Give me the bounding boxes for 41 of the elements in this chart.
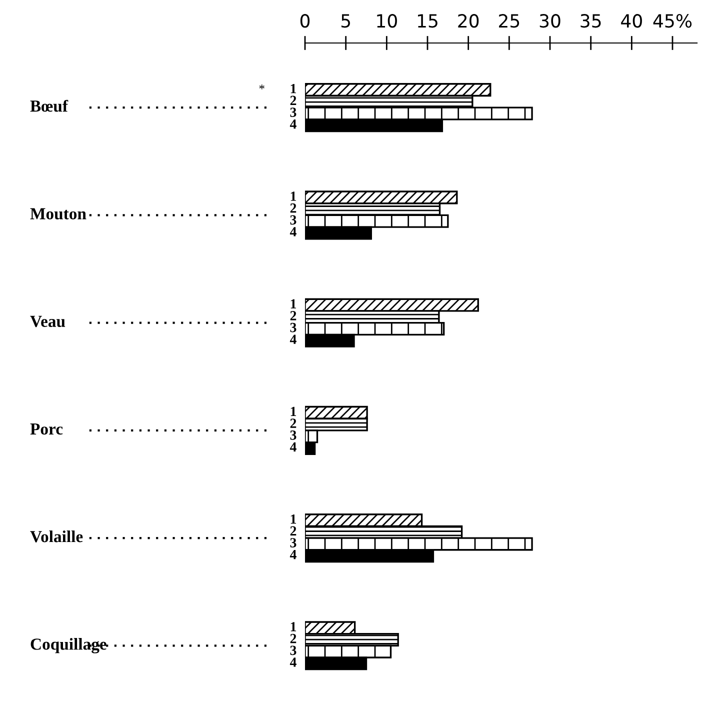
y-tick-label: Volaille [30, 530, 83, 542]
text: 2 [290, 526, 296, 536]
x2-tick-label: 0 [300, 14, 310, 28]
text: 1 [290, 622, 296, 632]
text: 2 [290, 418, 296, 428]
text: 1 [290, 192, 296, 201]
text: 3 [290, 646, 296, 656]
x2-tick-label: 15 [418, 14, 438, 28]
x2-tick-label: 45% [653, 14, 692, 28]
text: 2 [290, 634, 296, 644]
y-tick-label: Veau [30, 316, 66, 328]
text: 3 [290, 538, 296, 548]
y-tick-label: Porc [30, 424, 63, 435]
y-tick-label: Mouton [30, 208, 86, 220]
text: 4 [290, 442, 296, 452]
x2-tick-label: 20 [458, 14, 479, 28]
x2-tick-label: 30 [540, 14, 560, 28]
text: 3 [290, 215, 296, 225]
text: 4 [290, 658, 296, 667]
y-tick-label: Coquillage [30, 638, 106, 654]
series-label: 4 [290, 120, 296, 129]
text: 2 [290, 203, 296, 213]
x2-tick-label: 10 [377, 14, 397, 28]
text: 3 [290, 430, 296, 440]
series-label: 1 [290, 84, 296, 94]
text: 4 [290, 550, 296, 560]
text: * [259, 84, 264, 90]
x2-tick-label: 5 [341, 14, 350, 28]
y-tick-label: Bœuf [30, 100, 68, 112]
text: 1 [290, 514, 296, 524]
text: 4 [290, 334, 296, 344]
text: 1 [290, 406, 296, 416]
x2-tick-label: 25 [499, 14, 520, 28]
text: 3 [290, 322, 296, 332]
x2-tick-label: 40 [621, 14, 642, 28]
series-label: 2 [290, 96, 296, 105]
text: 2 [290, 311, 296, 320]
text: 1 [290, 299, 296, 308]
x2-tick-label: 35 [580, 14, 601, 28]
text: 4 [290, 227, 296, 236]
series-label: 3 [290, 108, 296, 117]
